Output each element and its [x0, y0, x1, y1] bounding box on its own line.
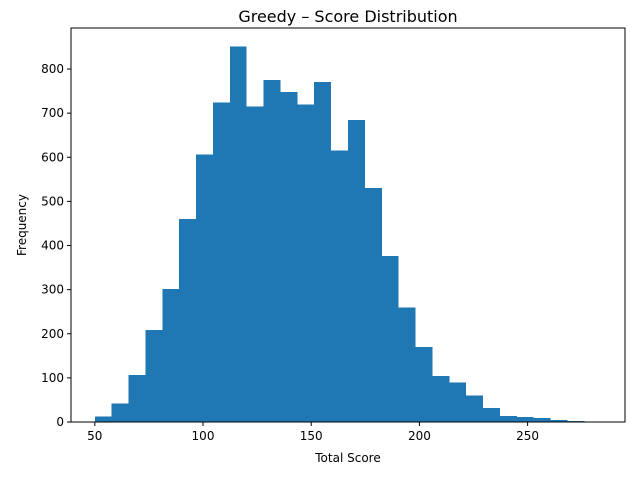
histogram-bar-2 [128, 374, 146, 422]
histogram-bar-23 [483, 407, 500, 422]
y-tick-label: 300 [41, 283, 64, 297]
histogram-bar-12 [297, 104, 315, 422]
y-tick-label: 800 [41, 62, 64, 76]
histogram-bars [94, 46, 602, 423]
x-tick-label: 200 [408, 429, 431, 443]
histogram-bar-27 [550, 420, 568, 422]
histogram-bar-1 [111, 403, 129, 422]
histogram-bar-25 [516, 417, 534, 422]
histogram-bar-8 [229, 46, 247, 423]
y-tick-label: 400 [41, 239, 64, 253]
histogram-bar-22 [466, 395, 484, 422]
x-tick-label: 250 [516, 429, 539, 443]
histogram-bar-3 [145, 329, 163, 422]
plot-area-frame [70, 27, 626, 423]
y-axis-label: Frequency [15, 194, 29, 256]
histogram-bar-13 [314, 81, 332, 422]
y-tick-label: 100 [41, 371, 64, 385]
histogram-bar-7 [212, 102, 230, 422]
histogram-bar-10 [263, 80, 281, 422]
histogram-bar-14 [331, 150, 348, 422]
histogram-bar-18 [398, 307, 416, 422]
y-tick-label: 0 [56, 415, 64, 429]
histogram-bar-17 [381, 256, 399, 422]
y-tick-label: 600 [41, 150, 64, 164]
chart-title: Greedy – Score Distribution [238, 7, 457, 26]
histogram-bar-11 [280, 91, 298, 422]
x-axis-label: Total Score [314, 451, 380, 465]
histogram-bar-4 [162, 288, 180, 422]
histogram-bar-20 [432, 376, 450, 422]
histogram-bar-19 [415, 346, 433, 422]
y-axis-ticks: 0 100 200 300 400 500 600 700 800 [41, 62, 71, 429]
histogram-bar-26 [533, 418, 551, 422]
x-axis-ticks: 50 100 150 200 250 [87, 422, 539, 443]
y-tick-label: 200 [41, 327, 64, 341]
x-tick-label: 150 [300, 429, 323, 443]
y-tick-label: 500 [41, 194, 64, 208]
histogram-bar-6 [196, 154, 213, 422]
histogram-bar-15 [348, 119, 365, 423]
histogram-bar-16 [364, 188, 382, 422]
x-tick-label: 50 [87, 429, 102, 443]
histogram-bar-0 [94, 416, 112, 422]
histogram-bar-24 [499, 415, 517, 422]
x-tick-label: 100 [192, 429, 215, 443]
histogram-bar-21 [449, 382, 467, 422]
histogram-bar-5 [179, 219, 197, 422]
y-tick-label: 700 [41, 106, 64, 120]
histogram-bar-9 [246, 106, 264, 422]
